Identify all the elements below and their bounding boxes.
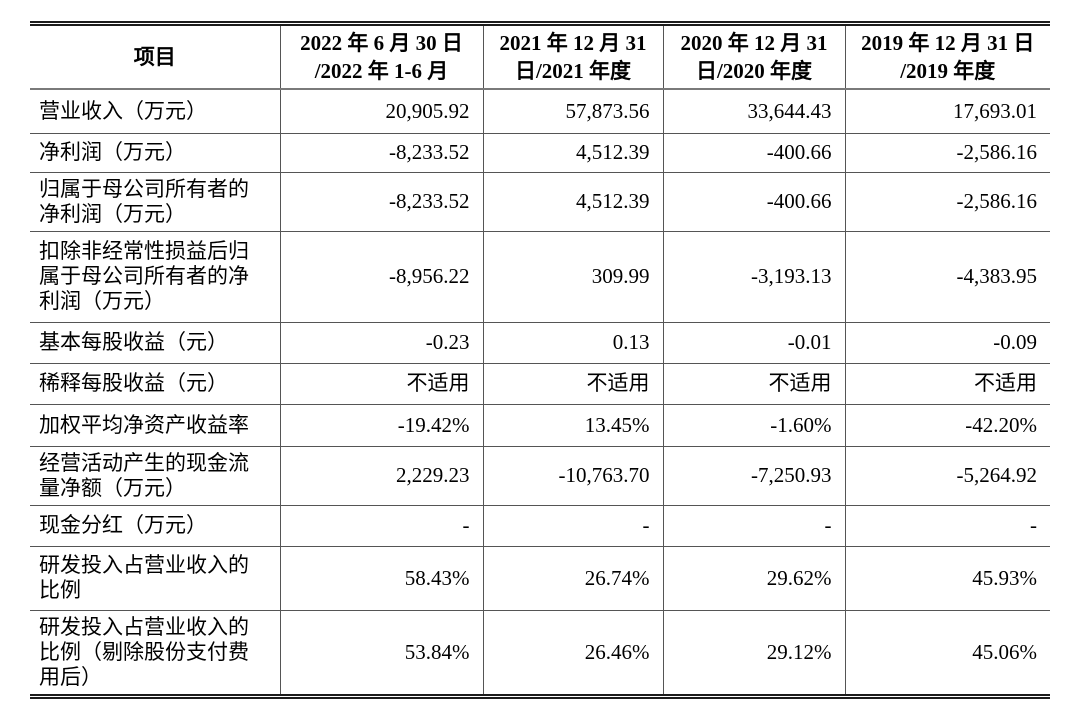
cell-value: 不适用 [662,362,845,404]
column-header-2022: 2022 年 6 月 30 日 /2022 年 1-6 月 [279,23,483,90]
table-row-rd-ratio-excl-share-payment: 研发投入占营业收入的 比例（剔除股份支付费 用后） 53.84% 26.46% … [30,609,1050,696]
cell-value: -4,383.95 [844,230,1050,322]
column-header-2020: 2020 年 12 月 31 日/2020 年度 [662,23,845,90]
table-row-parent-net-profit: 归属于母公司所有者的 净利润（万元） -8,233.52 4,512.39 -4… [30,171,1050,231]
header-row: 项目 2022 年 6 月 30 日 /2022 年 1-6 月 2021 年 … [30,23,1050,90]
cell-value: 13.45% [482,403,663,446]
cell-value: 57,873.56 [482,89,663,133]
cell-value: - [482,504,663,546]
column-header-item: 项目 [30,23,280,90]
cell-value: 29.12% [662,609,845,696]
cell-value: -400.66 [662,132,845,172]
cell-value: 4,512.39 [482,171,663,231]
cell-value: 不适用 [844,362,1050,404]
cell-value: -400.66 [662,171,845,231]
cell-value: -19.42% [279,403,483,446]
table-row-cash-dividend: 现金分红（万元） - - - - [30,504,1050,546]
cell-value: -1.60% [662,403,845,446]
column-header-2021: 2021 年 12 月 31 日/2021 年度 [482,23,663,90]
row-label: 稀释每股收益（元） [30,362,280,404]
cell-value: 53.84% [279,609,483,696]
table-row-revenue: 营业收入（万元） 20,905.92 57,873.56 33,644.43 1… [30,89,1050,133]
cell-value: -3,193.13 [662,230,845,322]
cell-value: - [844,504,1050,546]
cell-value: -7,250.93 [662,445,845,505]
cell-value: -0.09 [844,321,1050,363]
row-label: 基本每股收益（元） [30,321,280,363]
cell-value: 26.74% [482,545,663,610]
table-row-operating-cash-flow: 经营活动产生的现金流 量净额（万元） 2,229.23 -10,763.70 -… [30,445,1050,505]
cell-value: 45.93% [844,545,1050,610]
cell-value: -5,264.92 [844,445,1050,505]
cell-value: 45.06% [844,609,1050,696]
table-row-basic-eps: 基本每股收益（元） -0.23 0.13 -0.01 -0.09 [30,321,1050,363]
cell-value: -42.20% [844,403,1050,446]
cell-value: - [279,504,483,546]
cell-value: 0.13 [482,321,663,363]
cell-value: 20,905.92 [279,89,483,133]
financial-summary-table: 项目 2022 年 6 月 30 日 /2022 年 1-6 月 2021 年 … [30,21,1050,699]
row-label: 研发投入占营业收入的 比例 [30,545,280,610]
cell-value: 29.62% [662,545,845,610]
cell-value: -0.23 [279,321,483,363]
cell-value: 26.46% [482,609,663,696]
cell-value: -8,233.52 [279,171,483,231]
row-label: 现金分红（万元） [30,504,280,546]
table-container: 项目 2022 年 6 月 30 日 /2022 年 1-6 月 2021 年 … [30,21,1050,699]
cell-value: 4,512.39 [482,132,663,172]
table-row-rd-ratio: 研发投入占营业收入的 比例 58.43% 26.74% 29.62% 45.93… [30,545,1050,610]
row-label: 营业收入（万元） [39,98,207,123]
cell-value: 不适用 [482,362,663,404]
cell-value: 不适用 [279,362,483,404]
cell-value: -2,586.16 [844,171,1050,231]
cell-value: 33,644.43 [662,89,845,133]
cell-value: 2,229.23 [279,445,483,505]
row-label: 加权平均净资产收益率 [30,403,280,446]
row-label: 归属于母公司所有者的 净利润（万元） [30,171,280,231]
table-row-deducted-net-profit: 扣除非经常性损益后归 属于母公司所有者的净 利润（万元） -8,956.22 3… [30,230,1050,322]
table-row-weighted-roe: 加权平均净资产收益率 -19.42% 13.45% -1.60% -42.20% [30,403,1050,446]
cell-value: -8,233.52 [279,132,483,172]
table-row-net-profit: 净利润（万元） -8,233.52 4,512.39 -400.66 -2,58… [30,132,1050,172]
table-row-diluted-eps: 稀释每股收益（元） 不适用 不适用 不适用 不适用 [30,362,1050,404]
cell-value: -0.01 [662,321,845,363]
cell-value: -10,763.70 [482,445,663,505]
cell-value: 17,693.01 [844,89,1050,133]
row-label: 研发投入占营业收入的 比例（剔除股份支付费 用后） [30,609,280,696]
cell-value: 309.99 [482,230,663,322]
cell-value: -2,586.16 [844,132,1050,172]
cell-value: 58.43% [279,545,483,610]
cell-value: - [662,504,845,546]
row-label: 经营活动产生的现金流 量净额（万元） [30,445,280,505]
row-label: 净利润（万元） [30,132,280,172]
cell-value: -8,956.22 [279,230,483,322]
row-label: 扣除非经常性损益后归 属于母公司所有者的净 利润（万元） [30,230,280,322]
column-header-2019: 2019 年 12 月 31 日 /2019 年度 [844,23,1050,90]
